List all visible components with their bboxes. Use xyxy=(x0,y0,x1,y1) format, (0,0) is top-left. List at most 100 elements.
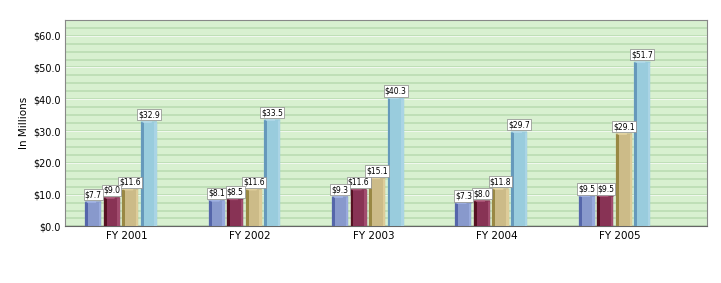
Ellipse shape xyxy=(104,226,120,227)
Y-axis label: In Millions: In Millions xyxy=(19,97,29,149)
Ellipse shape xyxy=(264,226,280,227)
Bar xyxy=(456,203,472,226)
Bar xyxy=(511,132,527,226)
Bar xyxy=(246,190,262,226)
Ellipse shape xyxy=(123,226,138,227)
Bar xyxy=(579,196,595,226)
Ellipse shape xyxy=(350,226,366,227)
Polygon shape xyxy=(136,190,138,226)
Ellipse shape xyxy=(474,226,490,227)
Ellipse shape xyxy=(227,199,243,200)
Ellipse shape xyxy=(369,226,385,227)
Polygon shape xyxy=(222,201,225,226)
Ellipse shape xyxy=(208,226,225,227)
Polygon shape xyxy=(579,196,582,226)
Ellipse shape xyxy=(246,189,262,190)
Text: $9.5: $9.5 xyxy=(578,185,596,193)
Polygon shape xyxy=(208,201,211,226)
Bar xyxy=(388,98,404,226)
Ellipse shape xyxy=(388,226,404,227)
Text: $8.1: $8.1 xyxy=(208,189,225,198)
Polygon shape xyxy=(345,197,348,226)
Polygon shape xyxy=(506,189,508,226)
Ellipse shape xyxy=(456,226,472,227)
Polygon shape xyxy=(456,203,459,226)
Polygon shape xyxy=(525,132,527,226)
Text: $40.3: $40.3 xyxy=(385,87,407,96)
Polygon shape xyxy=(85,202,88,226)
Ellipse shape xyxy=(246,226,262,227)
Bar xyxy=(492,189,508,226)
Bar xyxy=(208,201,225,226)
Ellipse shape xyxy=(598,226,614,227)
Text: $29.7: $29.7 xyxy=(508,120,530,129)
Polygon shape xyxy=(383,178,385,226)
Polygon shape xyxy=(616,134,619,226)
Text: $11.8: $11.8 xyxy=(490,177,511,186)
Polygon shape xyxy=(364,190,366,226)
Ellipse shape xyxy=(369,178,385,179)
Text: $9.0: $9.0 xyxy=(103,186,120,195)
Polygon shape xyxy=(388,98,391,226)
Polygon shape xyxy=(369,178,372,226)
Bar xyxy=(474,201,490,226)
Bar xyxy=(350,190,366,226)
Polygon shape xyxy=(260,190,262,226)
Text: $7.7: $7.7 xyxy=(85,190,102,199)
Polygon shape xyxy=(104,198,107,226)
Polygon shape xyxy=(511,132,514,226)
Text: $11.6: $11.6 xyxy=(348,178,369,187)
Text: $51.7: $51.7 xyxy=(632,50,653,59)
Polygon shape xyxy=(118,198,120,226)
Text: $7.3: $7.3 xyxy=(455,191,472,200)
Ellipse shape xyxy=(227,226,243,227)
Polygon shape xyxy=(598,196,601,226)
Polygon shape xyxy=(593,196,595,226)
Polygon shape xyxy=(141,122,143,226)
Ellipse shape xyxy=(634,226,650,227)
Bar xyxy=(634,62,650,226)
Text: $9.5: $9.5 xyxy=(597,185,614,193)
Text: $29.1: $29.1 xyxy=(613,122,634,131)
Polygon shape xyxy=(264,120,267,226)
Ellipse shape xyxy=(208,200,225,201)
Text: $8.5: $8.5 xyxy=(226,188,244,197)
Ellipse shape xyxy=(141,226,157,227)
Ellipse shape xyxy=(579,226,595,227)
Bar xyxy=(141,122,157,226)
Text: $8.0: $8.0 xyxy=(474,189,490,198)
Text: $9.3: $9.3 xyxy=(332,185,348,194)
Text: $15.1: $15.1 xyxy=(366,167,388,176)
Polygon shape xyxy=(401,98,404,226)
Bar xyxy=(65,226,707,233)
Text: $11.6: $11.6 xyxy=(120,178,141,187)
Polygon shape xyxy=(492,189,495,226)
Polygon shape xyxy=(123,190,125,226)
Ellipse shape xyxy=(85,226,101,227)
Bar xyxy=(369,178,385,226)
Polygon shape xyxy=(154,122,157,226)
Polygon shape xyxy=(474,201,477,226)
Text: $33.5: $33.5 xyxy=(261,108,283,117)
Polygon shape xyxy=(350,190,353,226)
Bar xyxy=(332,197,348,226)
Polygon shape xyxy=(278,120,280,226)
Polygon shape xyxy=(227,200,230,226)
Text: $32.9: $32.9 xyxy=(138,110,159,119)
Bar xyxy=(264,120,280,226)
Polygon shape xyxy=(469,203,472,226)
Polygon shape xyxy=(629,134,632,226)
Bar xyxy=(104,198,120,226)
Ellipse shape xyxy=(332,226,348,227)
Bar xyxy=(598,196,614,226)
Bar xyxy=(123,190,138,226)
Polygon shape xyxy=(487,201,490,226)
Ellipse shape xyxy=(350,189,366,190)
Ellipse shape xyxy=(616,226,632,227)
Ellipse shape xyxy=(511,226,527,227)
Polygon shape xyxy=(332,197,335,226)
Bar xyxy=(227,200,243,226)
Bar xyxy=(85,202,101,226)
Ellipse shape xyxy=(492,226,508,227)
Polygon shape xyxy=(611,196,614,226)
